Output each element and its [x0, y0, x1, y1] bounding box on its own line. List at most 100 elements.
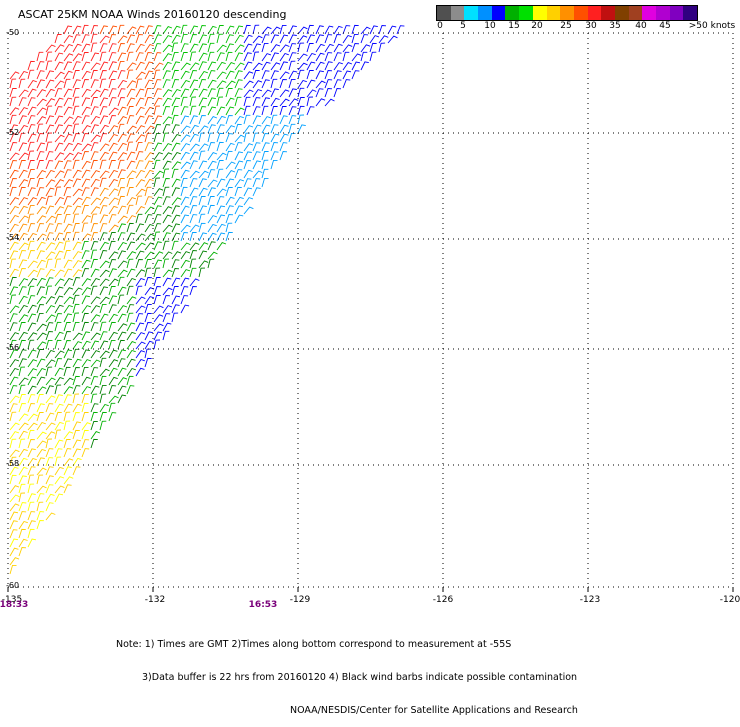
wind-barb [19, 143, 27, 151]
wind-barb [208, 43, 214, 52]
wind-barb [46, 116, 54, 124]
wind-barb [280, 106, 287, 115]
wind-barb [172, 179, 180, 187]
wind-barb [208, 143, 215, 152]
wind-barb [100, 242, 109, 250]
wind-barb [253, 125, 261, 133]
wind-barb [100, 206, 107, 214]
wind-barb [82, 430, 89, 439]
wind-barb [163, 187, 169, 196]
wind-barb [100, 89, 108, 97]
wind-barb [298, 81, 307, 89]
wind-barb [28, 360, 37, 367]
wind-barb [82, 403, 89, 412]
wind-barb [64, 161, 71, 169]
wind-barb [244, 126, 253, 133]
wind-barb [91, 368, 98, 376]
wind-barb [127, 323, 135, 331]
wind-barb [316, 26, 324, 34]
wind-barb [181, 25, 187, 34]
wind-barb [73, 198, 82, 205]
wind-barb [154, 306, 163, 313]
wind-barb [10, 558, 19, 565]
wind-barb [172, 278, 180, 286]
wind-barb [271, 35, 279, 43]
wind-barb [262, 151, 269, 160]
wind-barb [127, 70, 133, 79]
wind-barb [379, 26, 386, 35]
wind-barb [280, 80, 287, 89]
wind-barb [118, 170, 126, 178]
wind-barb [235, 45, 244, 52]
note-line: NOAA/NESDIS/Center for Satellite Applica… [116, 705, 578, 716]
wind-barb [226, 134, 233, 142]
wind-barb [127, 376, 134, 385]
wind-barb [262, 125, 270, 133]
wind-barb [199, 233, 207, 241]
wind-barb [136, 161, 143, 169]
wind-barb [100, 369, 110, 376]
wind-barb [127, 223, 134, 232]
wind-barb [28, 142, 34, 151]
wind-barb [91, 26, 98, 35]
wind-barb [91, 377, 98, 386]
wind-barb [343, 63, 352, 70]
wind-barb [109, 53, 116, 61]
wind-barb [118, 386, 126, 394]
wind-barb [154, 260, 162, 268]
wind-barb [235, 180, 244, 187]
wind-barb [37, 134, 44, 143]
wind-barb [55, 153, 64, 160]
wind-barb [10, 224, 19, 232]
wind-barb [271, 115, 277, 124]
wind-barb [82, 35, 89, 43]
wind-barb [10, 333, 19, 340]
wind-barb [226, 98, 234, 106]
wind-barb [82, 52, 89, 61]
wind-barb [73, 88, 80, 97]
wind-barb [64, 79, 70, 88]
wind-barb [100, 322, 106, 331]
wind-barb [37, 52, 43, 61]
wind-barb [37, 313, 44, 322]
wind-barb [316, 89, 323, 97]
wind-barb [91, 125, 99, 133]
wind-barb [190, 89, 198, 97]
wind-barb [181, 287, 188, 295]
wind-barb [73, 153, 82, 160]
wind-barb [271, 53, 279, 61]
wind-barb [118, 188, 125, 197]
wind-barb [208, 71, 215, 79]
wind-barb [55, 404, 64, 412]
wind-barb [64, 197, 71, 205]
wind-barb [28, 529, 35, 538]
wind-barb [154, 125, 161, 134]
wind-barb [46, 306, 55, 313]
wind-barb [172, 106, 179, 115]
note-line: 3)Data buffer is 22 hrs from 20160120 4)… [116, 672, 578, 683]
wind-barb [280, 45, 289, 52]
wind-barb [91, 315, 100, 322]
wind-barb [19, 340, 26, 349]
wind-barb [19, 187, 26, 196]
wind-barb [289, 26, 297, 34]
wind-barb [82, 395, 89, 404]
wind-barb [109, 189, 118, 196]
wind-barb [19, 160, 26, 169]
wind-barb [244, 90, 253, 97]
wind-barb [100, 233, 107, 241]
wind-barb [271, 125, 278, 133]
wind-barb [163, 306, 172, 313]
wind-barb [136, 270, 145, 277]
wind-barb [91, 306, 100, 313]
wind-barb [172, 90, 181, 98]
wind-barb [163, 98, 172, 106]
wind-barb [172, 215, 180, 223]
wind-barb [46, 61, 52, 70]
wind-barb [46, 449, 53, 457]
wind-barb [136, 351, 145, 358]
wind-barb [307, 97, 313, 106]
wind-barb [91, 269, 99, 277]
wind-barb [28, 539, 36, 547]
wind-barb [181, 197, 189, 205]
